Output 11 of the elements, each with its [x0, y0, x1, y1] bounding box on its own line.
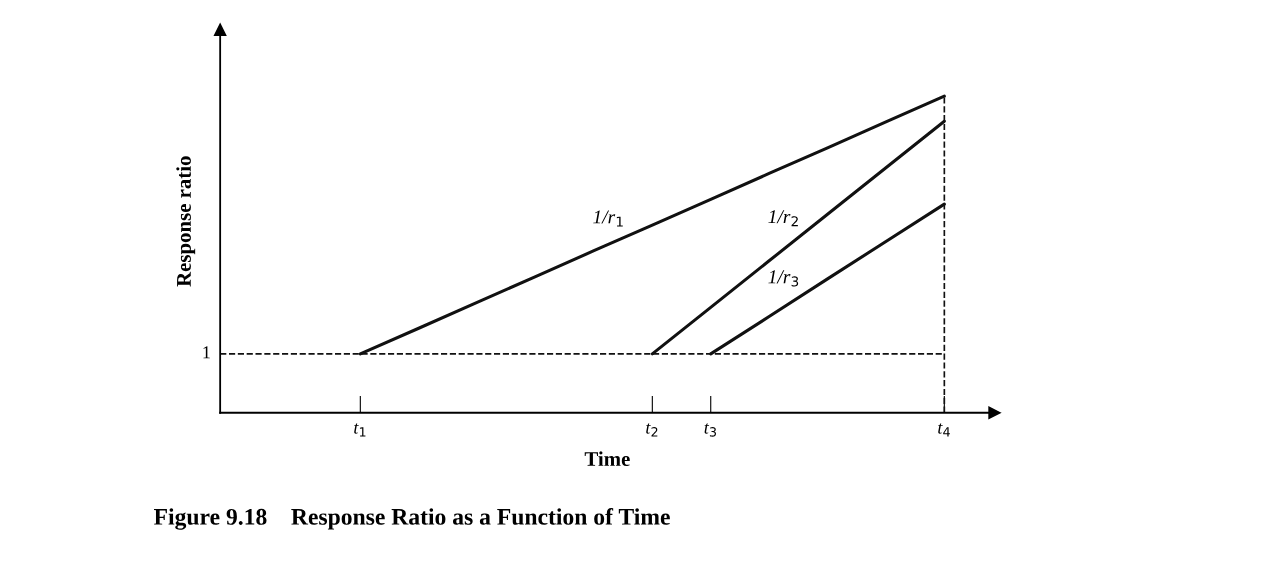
- x-tick-label: t$_{3}$: [704, 423, 716, 437]
- text: 1: [203, 346, 210, 359]
- x-tick-label: t$_{2}$: [646, 423, 658, 437]
- caption: Figure 9.18 Response Ratio as a Function of Time: [154, 507, 670, 530]
- x-tick-label: t$_{1}$: [354, 423, 366, 437]
- y-axis-title: Response ratio: [176, 156, 196, 287]
- series-label: 1/r$_{2}$: [768, 210, 798, 227]
- series-label: 1/r$_{1}$: [593, 210, 623, 227]
- series-label: 1/r$_{3}$: [768, 270, 799, 287]
- x-tick-label: t$_{4}$: [938, 423, 950, 437]
- x-axis-title: Time: [584, 451, 630, 467]
